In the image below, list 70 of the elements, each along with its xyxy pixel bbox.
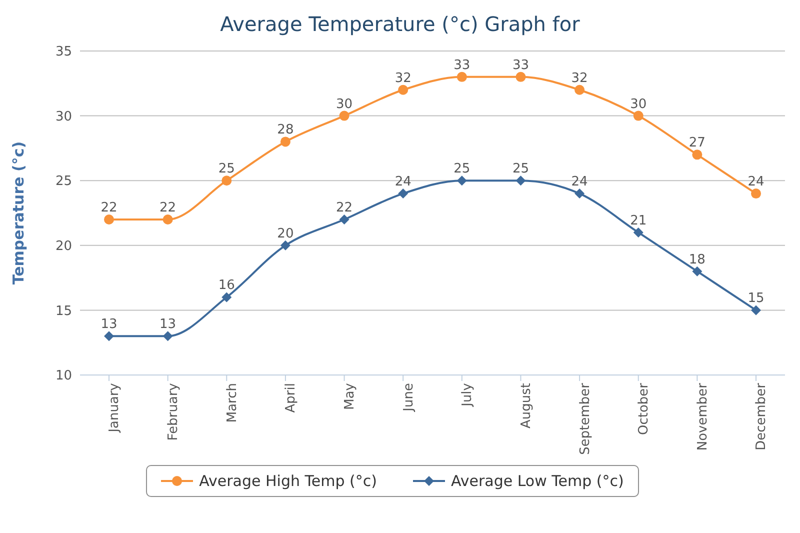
point (574, 84, 585, 95)
point (280, 136, 290, 147)
legend-label: Average High Temp (°c) (199, 472, 377, 490)
data-label: 16 (218, 278, 235, 294)
point (162, 214, 173, 224)
data-label: 15 (748, 291, 764, 306)
data-label: 28 (277, 122, 294, 138)
data-label: 27 (688, 136, 706, 151)
y-tick-label: 15 (55, 304, 72, 319)
y-tick-label: 35 (55, 44, 72, 60)
point (222, 176, 232, 186)
data-label: 21 (630, 213, 647, 228)
data-label: 13 (160, 317, 176, 332)
data-label: 22 (336, 200, 353, 216)
y-tick-label: 30 (55, 109, 72, 124)
point (633, 110, 644, 121)
data-label: 24 (394, 174, 412, 190)
point (104, 331, 114, 342)
point (104, 214, 114, 224)
data-label: 13 (100, 317, 118, 332)
point (339, 214, 350, 224)
point (574, 188, 585, 199)
point (751, 305, 761, 316)
x-tick-label: October (636, 382, 652, 436)
point (280, 240, 290, 250)
x-tick-label: March (224, 383, 240, 423)
point (339, 110, 350, 121)
data-label: 22 (160, 200, 176, 216)
point (692, 266, 702, 276)
legend-label: Average Low Temp (°c) (450, 472, 624, 490)
point (633, 227, 644, 238)
x-tick-label: May (342, 382, 358, 410)
point (516, 72, 526, 82)
x-tick-label: November (695, 382, 710, 451)
point (456, 176, 467, 186)
y-tick-label: 20 (55, 239, 72, 254)
y-tick-label: 25 (55, 174, 72, 190)
data-label: 33 (512, 58, 529, 73)
data-label: 33 (454, 58, 470, 73)
point (692, 150, 702, 160)
y-tick-label: 10 (55, 368, 72, 384)
x-tick-label: September (578, 382, 593, 455)
x-tick-label: April (284, 383, 299, 413)
data-label: 30 (336, 96, 353, 112)
data-label: 24 (571, 174, 588, 190)
x-tick-label: August (518, 383, 534, 428)
point (162, 331, 173, 342)
x-tick-label: July (460, 382, 476, 408)
data-label: 32 (394, 70, 412, 86)
point (222, 292, 232, 302)
point (456, 72, 467, 82)
x-tick-label: February (166, 382, 182, 441)
data-label: 20 (277, 226, 294, 242)
data-label: 24 (748, 174, 764, 190)
data-label: 18 (688, 252, 706, 268)
point (398, 84, 408, 95)
data-label: 32 (571, 70, 588, 86)
point (398, 188, 408, 199)
data-label: 22 (100, 200, 118, 216)
chart-title: Average Temperature (°c) Graph for (219, 12, 581, 36)
y-axis-title: Temperature (°c) (9, 141, 28, 285)
data-label: 25 (454, 162, 470, 177)
x-tick-label: June (401, 383, 416, 412)
data-label: 30 (630, 96, 647, 112)
point (516, 176, 526, 186)
data-label: 25 (512, 162, 529, 177)
x-tick-label: December (754, 382, 770, 450)
x-tick-label: January (107, 382, 122, 434)
point (751, 188, 761, 199)
data-label: 25 (218, 162, 235, 177)
